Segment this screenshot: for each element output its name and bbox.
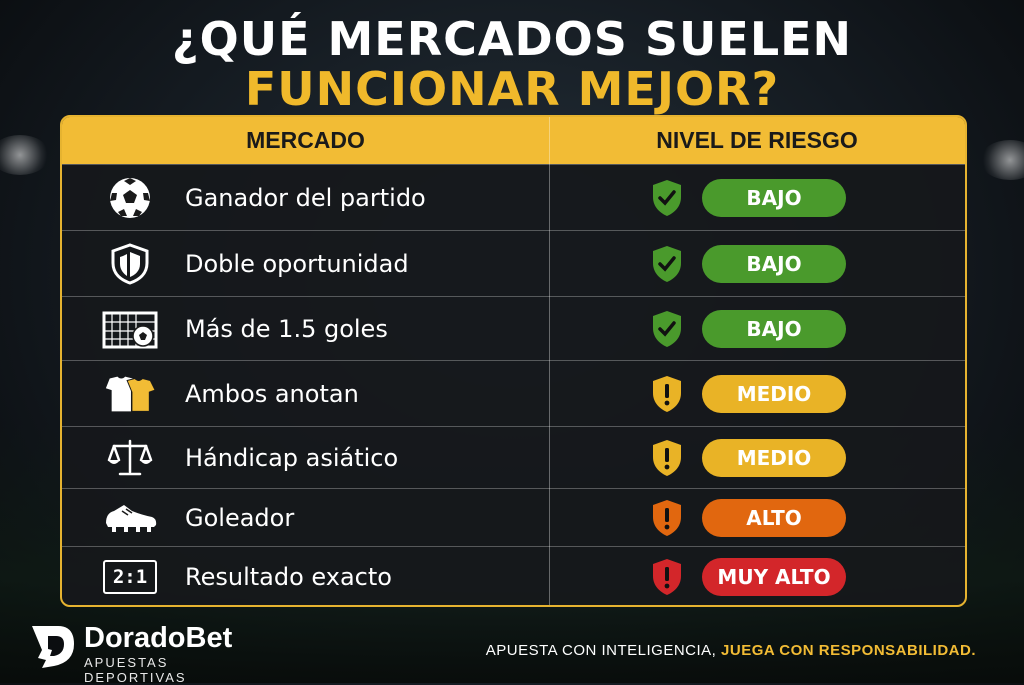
floodlight-left	[0, 135, 50, 175]
warning-shield-icon	[653, 558, 681, 595]
column-divider	[549, 117, 550, 605]
slogan: APUESTA CON INTELIGENCIA, JUEGA CON RESP…	[486, 642, 976, 659]
market-label: Resultado exacto	[185, 562, 392, 591]
market-label: Más de 1.5 goles	[185, 315, 388, 343]
brand-logo: DoradoBet APUESTAS DEPORTIVAS	[28, 622, 268, 685]
header-risk: NIVEL DE RIESGO	[656, 127, 858, 153]
scoreboard-icon: 2:1	[102, 553, 158, 601]
table-row: Hándicap asiático MEDIO	[62, 426, 965, 489]
check-shield-icon	[653, 180, 681, 216]
brand-name: DoradoBet	[84, 622, 233, 654]
risk-badge: BAJO	[702, 245, 846, 283]
slogan-part-1: APUESTA CON INTELIGENCIA,	[485, 642, 717, 659]
risk-badge: MUY ALTO	[702, 557, 846, 596]
market-label: Hándicap asiático	[185, 444, 399, 472]
shield-icon	[102, 240, 158, 288]
risk-badge: MEDIO	[702, 375, 846, 413]
jerseys-icon	[102, 370, 158, 418]
doradobet-mark-icon	[32, 626, 74, 668]
brand-tagline: APUESTAS DEPORTIVAS	[84, 655, 187, 685]
market-label: Ambos anotan	[185, 380, 359, 408]
risk-badge: BAJO	[702, 310, 846, 348]
floodlight-right	[980, 140, 1024, 180]
risk-badge: BAJO	[702, 179, 846, 217]
market-label: Ganador del partido	[185, 184, 426, 212]
goal-net-icon	[102, 305, 158, 353]
warning-shield-icon	[653, 440, 681, 476]
scales-icon	[102, 434, 158, 482]
soccer-ball-icon	[102, 174, 158, 222]
check-shield-icon	[653, 311, 681, 347]
warning-shield-icon	[653, 376, 681, 412]
table-row: Ambos anotan MEDIO	[62, 360, 965, 427]
warning-shield-icon	[653, 500, 681, 536]
title-line-1: ¿QUÉ MERCADOS SUELEN	[171, 12, 853, 66]
markets-table: MERCADO NIVEL DE RIESGO Ganador del part…	[60, 115, 967, 607]
table-row: Doble oportunidad BAJO	[62, 230, 965, 297]
title-line-2: FUNCIONAR MEJOR?	[244, 62, 780, 116]
table-row: 2:1 Resultado exacto MUY ALTO	[62, 546, 965, 605]
risk-badge: ALTO	[702, 499, 846, 537]
scoreboard-text: 2:1	[103, 559, 157, 594]
table-header: MERCADO NIVEL DE RIESGO	[62, 117, 965, 164]
market-label: Goleador	[185, 504, 295, 532]
risk-badge: MEDIO	[702, 439, 846, 477]
check-shield-icon	[653, 246, 681, 282]
table-row: Goleador ALTO	[62, 488, 965, 547]
table-row: Ganador del partido BAJO	[62, 164, 965, 231]
header-market: MERCADO	[246, 127, 365, 153]
table-row: Más de 1.5 goles BAJO	[62, 296, 965, 361]
football-boot-icon	[102, 494, 158, 542]
slogan-part-2: JUEGA CON RESPONSABILIDAD.	[721, 642, 976, 659]
market-label: Doble oportunidad	[185, 250, 409, 278]
